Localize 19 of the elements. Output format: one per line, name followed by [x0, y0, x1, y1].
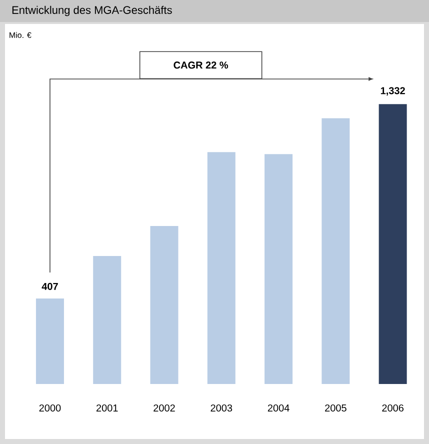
- x-tick-label: 2006: [382, 404, 404, 412]
- text: CAGR 22 %: [174, 62, 228, 69]
- x-tick-label: 2001: [96, 404, 118, 412]
- bar: [378, 104, 407, 384]
- data-label: 1,332: [380, 87, 405, 96]
- x-tick-label: 2005: [325, 404, 346, 412]
- bar: [207, 152, 236, 384]
- x-tick-label: 2002: [154, 404, 175, 412]
- x-tick-label: 2003: [210, 404, 232, 412]
- x-tick-label: 2000: [39, 404, 61, 412]
- bar: [36, 298, 64, 384]
- x-tick-label: 2004: [268, 404, 290, 412]
- bar: [264, 154, 293, 384]
- chart-title: Entwicklung des MGA-Geschäfts: [12, 6, 172, 16]
- data-label: 407: [42, 282, 58, 290]
- bar: [93, 256, 122, 384]
- bar: [150, 226, 178, 384]
- bar: [322, 118, 350, 384]
- text: Mio. €: [10, 32, 32, 38]
